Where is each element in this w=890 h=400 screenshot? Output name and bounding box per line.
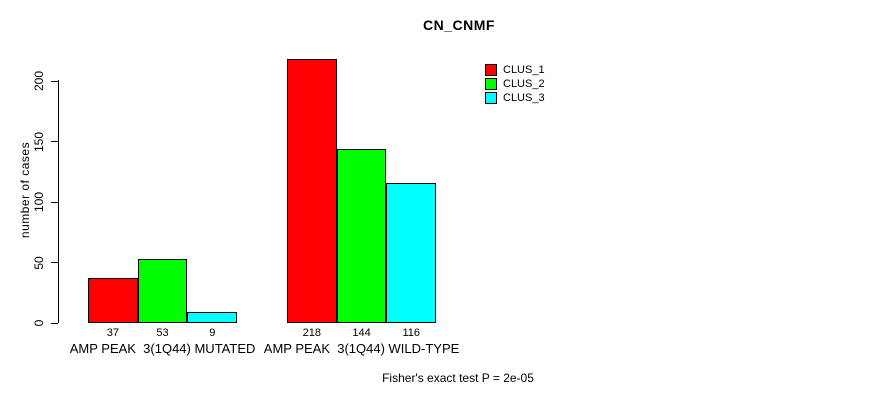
bar-value-label: 37 xyxy=(106,327,119,339)
y-axis-tick-label: 100 xyxy=(32,191,46,213)
legend-item-clus_3: CLUS_3 xyxy=(485,91,545,105)
legend: CLUS_1 CLUS_2 CLUS_3 xyxy=(485,63,545,105)
group-label-1: AMP PEAK 3(1Q44) MUTATED xyxy=(69,341,256,356)
bar-clus_1-group1 xyxy=(88,278,138,323)
legend-label: CLUS_2 xyxy=(503,78,545,90)
y-axis-title: number of cases xyxy=(18,141,32,239)
y-axis-tick-label: 150 xyxy=(32,131,46,152)
group-label-2: AMP PEAK 3(1Q44) WILD-TYPE xyxy=(263,341,460,356)
y-axis-tick xyxy=(51,262,58,263)
legend-label: CLUS_3 xyxy=(503,92,545,104)
y-axis-tick-label: 200 xyxy=(32,70,46,92)
bar-clus_2-group2 xyxy=(336,148,387,323)
y-axis-tick xyxy=(51,322,58,324)
y-axis-line xyxy=(58,80,59,323)
legend-item-clus_1: CLUS_1 xyxy=(485,63,545,77)
y-axis-tick xyxy=(51,141,58,142)
legend-label: CLUS_1 xyxy=(503,64,545,76)
legend-swatch-icon xyxy=(485,78,497,90)
y-axis-tick xyxy=(51,80,58,82)
bar-value-label: 144 xyxy=(352,327,371,339)
bar-clus_3-group2 xyxy=(386,182,437,323)
y-axis-tick-label: 0 xyxy=(32,319,46,327)
caption-fishers-test: Fisher's exact test P = 2e-05 xyxy=(382,371,534,385)
y-axis-tick xyxy=(51,201,58,203)
bar-value-label: 53 xyxy=(156,327,169,339)
legend-item-clus_2: CLUS_2 xyxy=(485,77,545,91)
bar-value-label: 116 xyxy=(402,327,421,339)
bar-clus_1-group2 xyxy=(287,59,337,323)
legend-swatch-icon xyxy=(485,92,497,104)
y-axis-tick-label: 50 xyxy=(32,255,46,270)
bar-value-label: 9 xyxy=(209,327,216,339)
bar-value-label: 218 xyxy=(302,327,322,339)
bar-clus_2-group1 xyxy=(137,258,188,323)
legend-swatch-icon xyxy=(485,64,497,76)
chart-title: CN_CNMF xyxy=(423,17,495,33)
bar-clus_3-group1 xyxy=(187,312,238,323)
